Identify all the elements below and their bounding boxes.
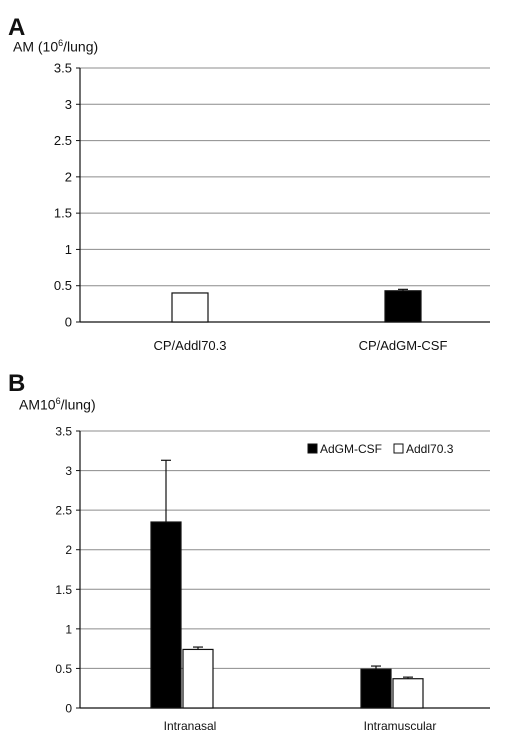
chart-b-legend-label: AdGM-CSF [320,442,382,456]
chart-b-ytick-label: 3 [65,464,72,478]
panel-b-ylabel: AM106/lung) [19,396,96,413]
chart-b-bar [150,521,182,709]
chart-a-ytick-label: 1.5 [54,206,72,221]
chart-b-bar [360,668,392,709]
chart-a-bar [384,290,422,323]
panel-b-letter: B [8,370,26,397]
chart-b-legend-swatch [393,443,404,454]
panel-a-letter: A [8,14,26,41]
panel-a-ylabel: AM (106/lung) [13,38,99,55]
chart-b-bar [392,678,424,709]
chart-a-ytick-label: 0 [65,315,72,330]
chart-a-ytick-label: 2 [65,169,72,184]
chart-b-ytick-label: 0 [65,702,72,716]
chart-b-legend-swatch [307,443,318,454]
chart-b-category-label: Intramuscular [364,719,437,733]
chart-a-category-label: CP/Addl70.3 [154,338,227,353]
chart-b-ytick-label: 2 [65,543,72,557]
chart-a-category-label: CP/AdGM-CSF [359,338,448,353]
chart-b-ytick-label: 3.5 [55,425,72,439]
chart-a-ytick-label: 3 [65,97,72,112]
chart-b-ytick-label: 2.5 [55,504,72,518]
chart-a-ytick-label: 0.5 [54,278,72,293]
chart-b-category-label: Intranasal [164,719,217,733]
chart-b-legend-label: Addl70.3 [406,442,454,456]
chart-b-ytick-label: 0.5 [55,662,72,676]
chart-b-bar [182,648,214,709]
chart-b-ytick-label: 1 [65,622,72,636]
chart-a-ytick-label: 1 [65,242,72,257]
chart-b-ytick-label: 1.5 [55,583,72,597]
chart-a-ytick-label: 3.5 [54,61,72,76]
chart-a-ytick-label: 2.5 [54,133,72,148]
chart-a-bar [171,292,209,323]
